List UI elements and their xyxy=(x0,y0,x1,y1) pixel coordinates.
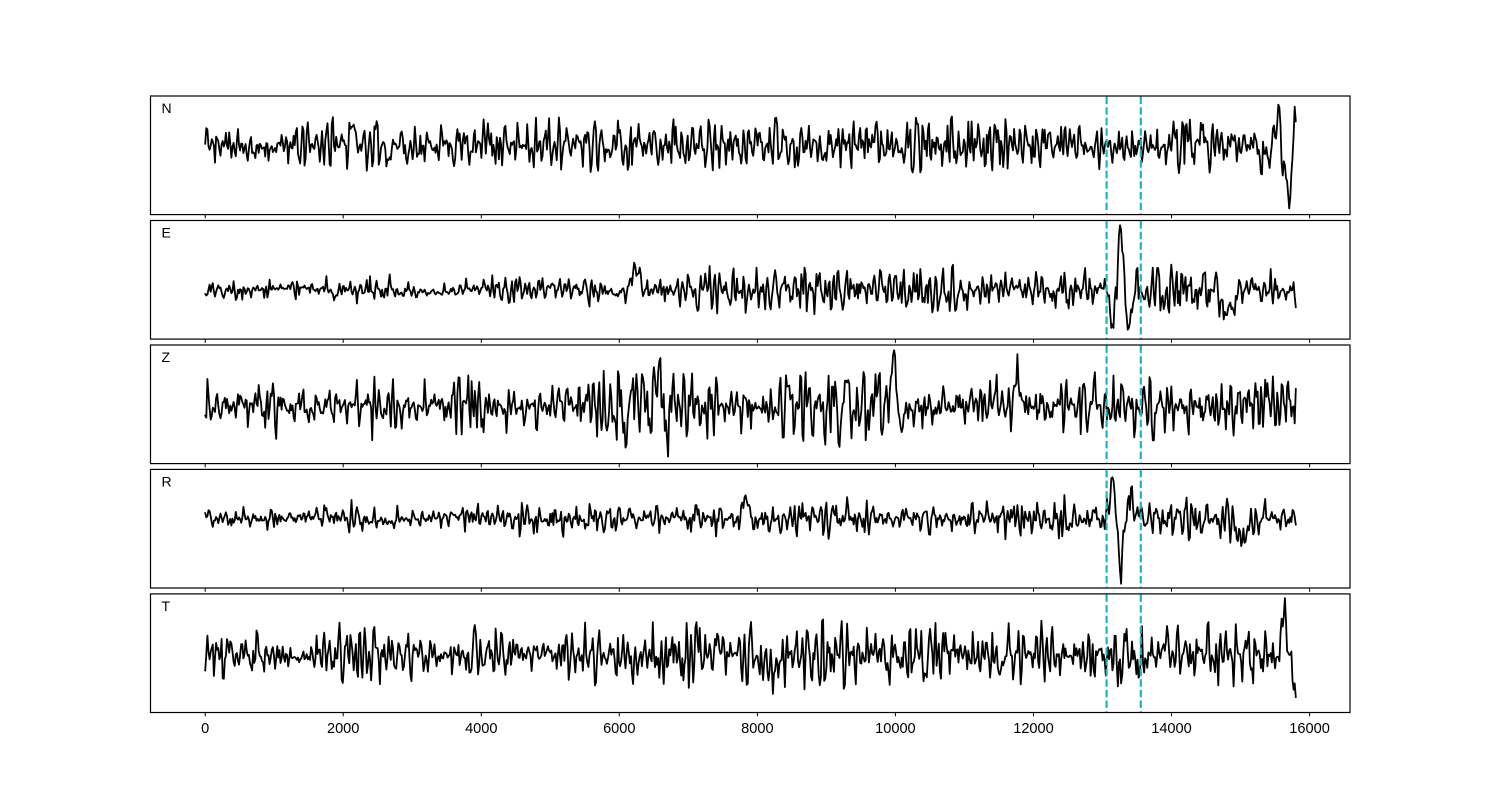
svg-text:2000: 2000 xyxy=(327,721,359,737)
svg-text:0: 0 xyxy=(201,721,209,737)
svg-text:E: E xyxy=(162,225,171,241)
svg-text:R: R xyxy=(162,473,172,489)
svg-text:12000: 12000 xyxy=(1013,721,1054,737)
svg-text:10000: 10000 xyxy=(875,721,916,737)
svg-text:Z: Z xyxy=(162,349,171,365)
svg-text:T: T xyxy=(162,598,171,614)
svg-text:4000: 4000 xyxy=(465,721,497,737)
svg-text:8000: 8000 xyxy=(741,721,773,737)
svg-text:6000: 6000 xyxy=(603,721,635,737)
svg-text:14000: 14000 xyxy=(1151,721,1192,737)
svg-text:N: N xyxy=(162,100,172,116)
svg-text:16000: 16000 xyxy=(1289,721,1330,737)
